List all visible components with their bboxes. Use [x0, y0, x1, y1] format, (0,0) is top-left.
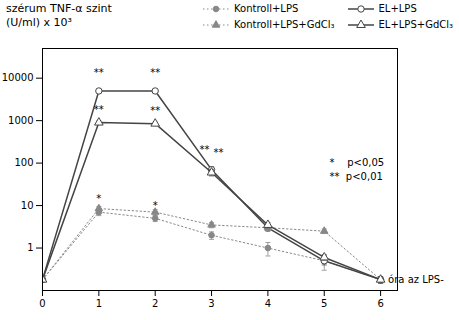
svg-text:** p<0,01: ** p<0,01 — [330, 171, 383, 182]
html-text:szérum TNF-α szint (U/ml) x 10: szérum TNF-α szint (U/ml) x 10³ — [6, 2, 112, 29]
svg-text:3: 3 — [208, 298, 214, 309]
svg-text:**: ** — [94, 104, 104, 115]
svg-text:1: 1 — [96, 298, 102, 309]
svg-text:2: 2 — [152, 298, 158, 309]
svg-text:**: ** — [150, 67, 160, 78]
svg-text:1: 1 — [27, 242, 33, 253]
svg-text:6: 6 — [377, 298, 383, 309]
svg-text:4: 4 — [265, 298, 271, 309]
svg-text:0: 0 — [39, 298, 45, 309]
html-text:Kontroll+LPS+GdCl₃: Kontroll+LPS+GdCl₃ — [234, 19, 335, 30]
svg-text:* p<0,05: * p<0,05 — [330, 157, 385, 168]
svg-text:*: * — [96, 193, 101, 204]
html-text:EL+LPS: EL+LPS — [378, 3, 417, 14]
svg-text:10000: 10000 — [2, 72, 34, 83]
html-text:EL+LPS+GdCl₃: EL+LPS+GdCl₃ — [378, 19, 453, 30]
svg-text:**: ** — [150, 105, 160, 116]
svg-text:*: * — [153, 200, 158, 211]
svg-text:**: ** — [94, 67, 104, 78]
svg-text:5: 5 — [321, 298, 327, 309]
svg-text:**: ** — [214, 147, 224, 158]
svg-text:10: 10 — [21, 200, 34, 211]
svg-text:1000: 1000 — [8, 115, 33, 126]
svg-text:óra az LPS-: óra az LPS- — [388, 274, 444, 285]
svg-text:100: 100 — [14, 157, 33, 168]
html-text:Kontroll+LPS: Kontroll+LPS — [234, 3, 299, 14]
svg-text:**: ** — [200, 144, 210, 155]
